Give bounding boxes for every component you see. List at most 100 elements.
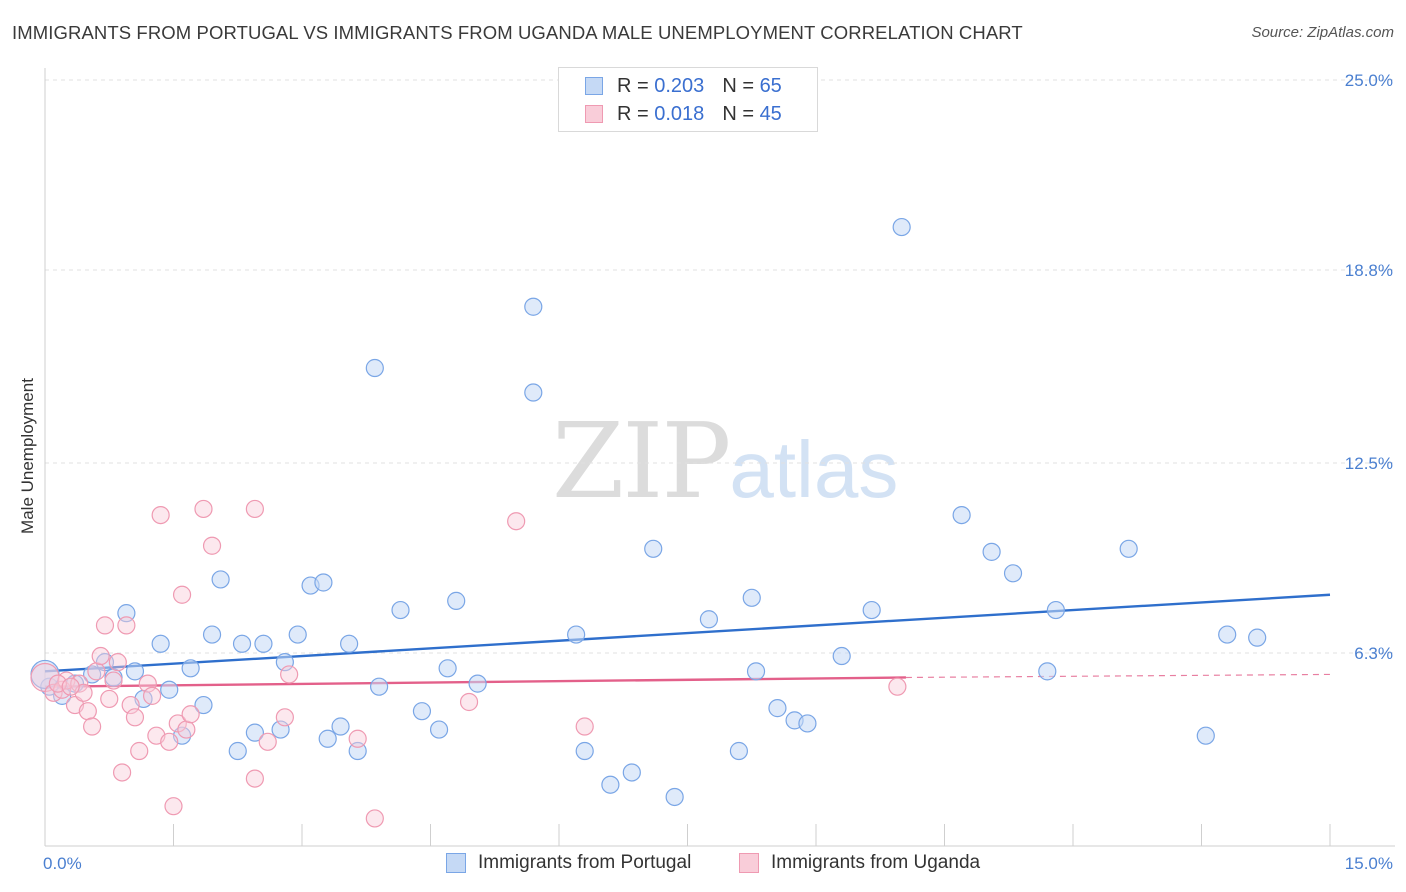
point-portugal bbox=[524, 383, 543, 402]
point-portugal bbox=[742, 588, 761, 607]
legend-r-value-portugal: 0.203 bbox=[654, 74, 705, 97]
point-uganda bbox=[61, 677, 80, 696]
point-portugal bbox=[202, 625, 222, 644]
point-portugal bbox=[1119, 539, 1138, 558]
point-portugal bbox=[952, 505, 971, 525]
point-portugal bbox=[982, 542, 1001, 561]
data-points bbox=[30, 217, 1267, 828]
series-legend-uganda: Immigrants from Uganda bbox=[739, 852, 980, 874]
point-uganda bbox=[91, 646, 110, 666]
point-portugal bbox=[331, 717, 350, 736]
point-portugal bbox=[1218, 625, 1237, 644]
correlation-legend: R = 0.203 N = 65 R = 0.018 N = 45 bbox=[558, 67, 818, 132]
point-uganda bbox=[78, 702, 97, 721]
y-tick-label: 6.3% bbox=[1354, 644, 1393, 663]
point-uganda bbox=[130, 741, 149, 761]
point-portugal bbox=[575, 741, 594, 761]
point-portugal bbox=[429, 720, 449, 739]
point-portugal bbox=[601, 775, 620, 794]
point-portugal bbox=[862, 600, 881, 620]
point-portugal bbox=[318, 729, 337, 748]
series-swatch-portugal bbox=[446, 853, 466, 873]
point-portugal bbox=[729, 741, 749, 761]
point-uganda bbox=[258, 732, 277, 751]
point-portugal bbox=[1248, 628, 1267, 647]
point-uganda bbox=[160, 732, 179, 751]
point-portugal bbox=[125, 662, 145, 681]
x-tick-label: 15.0% bbox=[1345, 854, 1393, 873]
point-portugal bbox=[365, 358, 384, 378]
point-portugal bbox=[254, 634, 273, 653]
point-uganda bbox=[280, 665, 299, 684]
watermark: ZIPatlas bbox=[552, 400, 898, 522]
point-uganda bbox=[100, 689, 119, 709]
legend-r-label: R = bbox=[617, 102, 649, 125]
point-portugal bbox=[447, 591, 466, 610]
point-portugal bbox=[151, 634, 170, 653]
point-portugal bbox=[314, 573, 333, 592]
point-uganda bbox=[177, 720, 196, 739]
point-uganda bbox=[108, 653, 127, 672]
watermark-zip: ZIP bbox=[552, 400, 731, 522]
point-uganda bbox=[83, 717, 102, 736]
series-legend: Immigrants from Portugal Immigrants from… bbox=[0, 852, 1406, 878]
point-uganda bbox=[507, 512, 526, 531]
watermark-atlas: atlas bbox=[729, 425, 899, 514]
point-portugal bbox=[768, 699, 787, 718]
point-portugal bbox=[194, 695, 213, 715]
point-uganda bbox=[348, 729, 367, 748]
point-portugal bbox=[391, 600, 410, 620]
point-uganda bbox=[112, 763, 132, 782]
point-portugal bbox=[567, 625, 586, 644]
legend-n-label: N = bbox=[722, 102, 754, 125]
point-portugal bbox=[468, 674, 487, 693]
legend-row-uganda: R = 0.018 N = 45 bbox=[585, 102, 782, 126]
legend-row-portugal: R = 0.203 N = 65 bbox=[585, 74, 782, 98]
point-portugal bbox=[412, 702, 432, 721]
point-portugal bbox=[228, 741, 247, 761]
point-uganda bbox=[142, 686, 162, 705]
legend-r-value-uganda: 0.018 bbox=[654, 102, 705, 125]
point-portugal bbox=[438, 659, 457, 678]
point-portugal bbox=[211, 570, 230, 589]
point-uganda bbox=[117, 616, 136, 635]
point-portugal bbox=[245, 723, 264, 742]
point-portugal bbox=[644, 539, 663, 558]
point-uganda bbox=[459, 692, 479, 712]
series-swatch-uganda bbox=[739, 853, 759, 873]
point-uganda bbox=[275, 708, 294, 727]
legend-swatch-portugal bbox=[585, 77, 603, 95]
series-label-uganda: Immigrants from Uganda bbox=[771, 852, 981, 873]
point-uganda bbox=[365, 809, 384, 828]
point-portugal bbox=[1196, 726, 1215, 745]
grid-lines bbox=[45, 79, 1395, 654]
point-uganda bbox=[95, 616, 115, 635]
point-portugal bbox=[160, 680, 179, 699]
point-uganda bbox=[87, 662, 106, 681]
point-portugal bbox=[288, 625, 307, 644]
point-uganda bbox=[172, 585, 192, 604]
y-tick-label: 18.8% bbox=[1345, 261, 1393, 280]
point-portugal bbox=[370, 677, 389, 696]
point-uganda bbox=[888, 677, 907, 696]
point-uganda bbox=[104, 671, 123, 690]
point-uganda bbox=[575, 717, 594, 736]
point-portugal bbox=[892, 217, 911, 237]
point-portugal bbox=[340, 634, 359, 653]
axes bbox=[44, 68, 1395, 847]
point-portugal bbox=[699, 610, 719, 629]
x-tick-label: 0.0% bbox=[43, 854, 82, 873]
trend-line-portugal bbox=[44, 593, 1331, 673]
point-portugal bbox=[232, 634, 252, 653]
point-portugal bbox=[832, 646, 851, 666]
legend-n-label: N = bbox=[722, 74, 754, 97]
point-portugal bbox=[1003, 564, 1023, 583]
point-portugal bbox=[665, 787, 684, 807]
legend-r-label: R = bbox=[617, 74, 649, 97]
point-uganda bbox=[245, 499, 264, 519]
point-uganda bbox=[125, 708, 145, 727]
tick-labels: 6.3% 12.5% 18.8% 25.0% 0.0% 15.0% bbox=[43, 71, 1393, 873]
y-tick-label: 12.5% bbox=[1345, 454, 1393, 473]
point-uganda bbox=[245, 769, 264, 788]
